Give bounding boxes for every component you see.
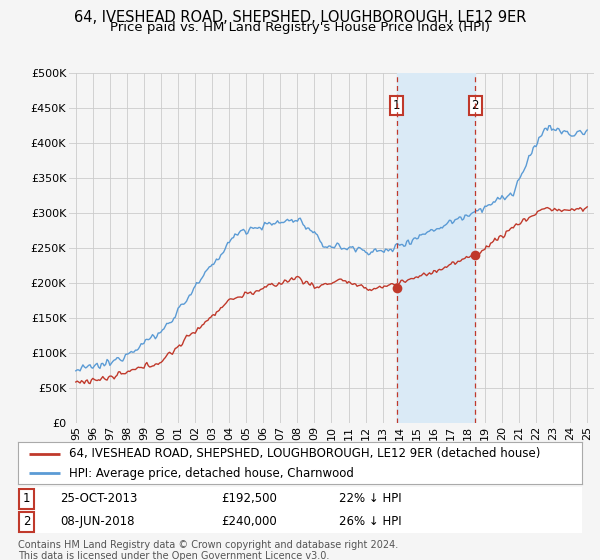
Text: 25-OCT-2013: 25-OCT-2013 <box>60 492 137 505</box>
Text: £240,000: £240,000 <box>221 515 277 529</box>
Text: 64, IVESHEAD ROAD, SHEPSHED, LOUGHBOROUGH, LE12 9ER (detached house): 64, IVESHEAD ROAD, SHEPSHED, LOUGHBOROUG… <box>69 447 540 460</box>
Text: £192,500: £192,500 <box>221 492 277 505</box>
Text: HPI: Average price, detached house, Charnwood: HPI: Average price, detached house, Char… <box>69 466 353 479</box>
Text: 2: 2 <box>472 99 479 112</box>
Text: 1: 1 <box>23 492 30 505</box>
Text: 26% ↓ HPI: 26% ↓ HPI <box>340 515 402 529</box>
Text: 08-JUN-2018: 08-JUN-2018 <box>60 515 135 529</box>
Text: 64, IVESHEAD ROAD, SHEPSHED, LOUGHBOROUGH, LE12 9ER: 64, IVESHEAD ROAD, SHEPSHED, LOUGHBOROUG… <box>74 10 526 25</box>
Text: 22% ↓ HPI: 22% ↓ HPI <box>340 492 402 505</box>
Text: Contains HM Land Registry data © Crown copyright and database right 2024.
This d: Contains HM Land Registry data © Crown c… <box>18 540 398 560</box>
Text: 2: 2 <box>23 515 30 529</box>
Text: Price paid vs. HM Land Registry's House Price Index (HPI): Price paid vs. HM Land Registry's House … <box>110 21 490 34</box>
Text: 1: 1 <box>393 99 400 112</box>
Bar <box>397 73 475 423</box>
